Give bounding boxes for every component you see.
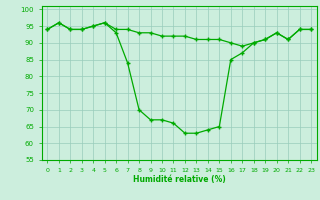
X-axis label: Humidité relative (%): Humidité relative (%) [133,175,226,184]
